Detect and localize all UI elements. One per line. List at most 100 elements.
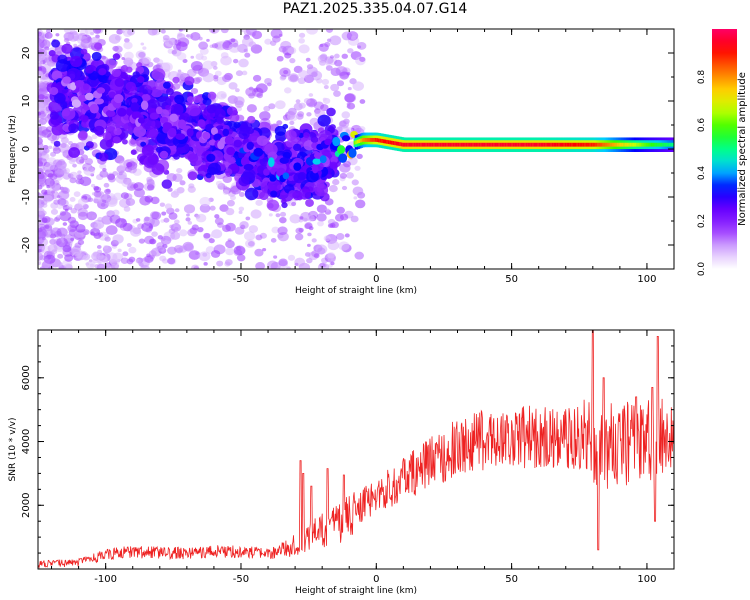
heat-cell [197,119,206,128]
heat-cell [105,225,118,236]
heat-cell [279,67,291,77]
heat-cell [255,199,263,206]
heat-cell [48,61,53,65]
heat-cell [206,153,216,162]
heat-cell [44,224,50,229]
heat-cell [142,46,147,50]
heat-cell [263,168,270,176]
heat-cell [80,154,89,161]
heat-cell [247,115,256,124]
heat-cell [41,236,46,241]
heat-cell [146,184,155,191]
heat-cell [321,78,330,86]
heat-cell [138,51,146,58]
heat-cell [350,35,357,40]
heat-cell [289,74,298,82]
x-tick-label: 0 [373,274,379,285]
heat-cell [38,31,43,37]
heat-cell [125,81,137,92]
heat-cell [161,211,167,216]
heat-cell [112,53,121,60]
heat-cell [230,38,236,43]
heat-cell [69,171,79,180]
heat-cell [354,165,361,171]
heat-cell [56,237,68,248]
heat-cell [202,60,214,70]
heat-cell [105,109,116,117]
heat-cell [68,158,76,165]
heat-cell [246,104,257,113]
heat-cell [276,55,284,62]
heat-cell [169,224,174,229]
heat-cell [199,103,207,111]
y-tick-label: 2000 [21,493,32,518]
heat-cell [339,71,350,80]
colorbar-tick-label: 0.2 [697,214,707,228]
heat-cell [61,107,76,121]
heat-cell [281,202,288,209]
heat-cell [295,99,301,104]
heat-cell [213,108,226,120]
heat-cell [250,209,262,219]
snr-series-line [38,330,674,569]
heat-cell [206,104,217,114]
heat-cell [303,140,316,151]
heat-cell [302,217,308,222]
heat-cell [104,236,111,242]
heat-cell [105,188,111,193]
heat-cell [150,196,160,205]
heat-cell [45,29,52,34]
heat-cell [160,109,170,118]
heat-cell [147,154,159,165]
heat-cell [319,54,328,61]
heat-cell [224,259,233,266]
heat-cell [111,263,116,268]
heat-cell [48,100,63,114]
heat-cell [146,179,155,186]
heat-cell [120,170,125,174]
heat-cell [353,196,358,200]
heat-cell [359,99,366,104]
heat-cell [91,51,102,61]
heat-cell [139,262,144,267]
heat-cell [255,83,268,94]
heat-cell [71,99,82,108]
heat-cell [187,221,193,225]
heat-cell [38,157,48,167]
heat-cell [51,190,55,194]
heat-cell [202,72,215,83]
heat-cell [143,256,151,263]
heat-cell [276,120,283,126]
heat-cell [298,38,305,44]
heat-cell [112,234,124,244]
heat-cell [170,103,184,116]
heat-cell [233,245,246,256]
heat-cell [38,163,45,174]
heat-cell [96,191,105,198]
heat-cell [351,179,359,186]
heat-cell [244,52,251,58]
heat-cell [89,263,95,268]
heat-cell [38,261,41,266]
heat-cell [211,43,219,49]
heat-cell [202,131,211,140]
heat-cell [341,53,348,59]
heat-cell [186,96,195,103]
heat-cell [92,29,102,34]
heat-cell [289,214,301,224]
heat-cell [294,233,304,241]
heat-cell [103,245,109,250]
heat-cell [103,182,110,188]
heat-cell [142,89,148,95]
heat-cell [294,257,306,267]
heat-cell [120,257,129,264]
heat-cell [174,219,180,225]
heat-cell [58,190,70,200]
heat-cell [220,55,232,66]
heat-cell [111,68,121,78]
heat-cell [62,222,68,226]
heat-cell [316,204,328,214]
heat-cell [214,217,224,225]
heat-cell [56,227,68,237]
heat-cell [328,184,338,193]
